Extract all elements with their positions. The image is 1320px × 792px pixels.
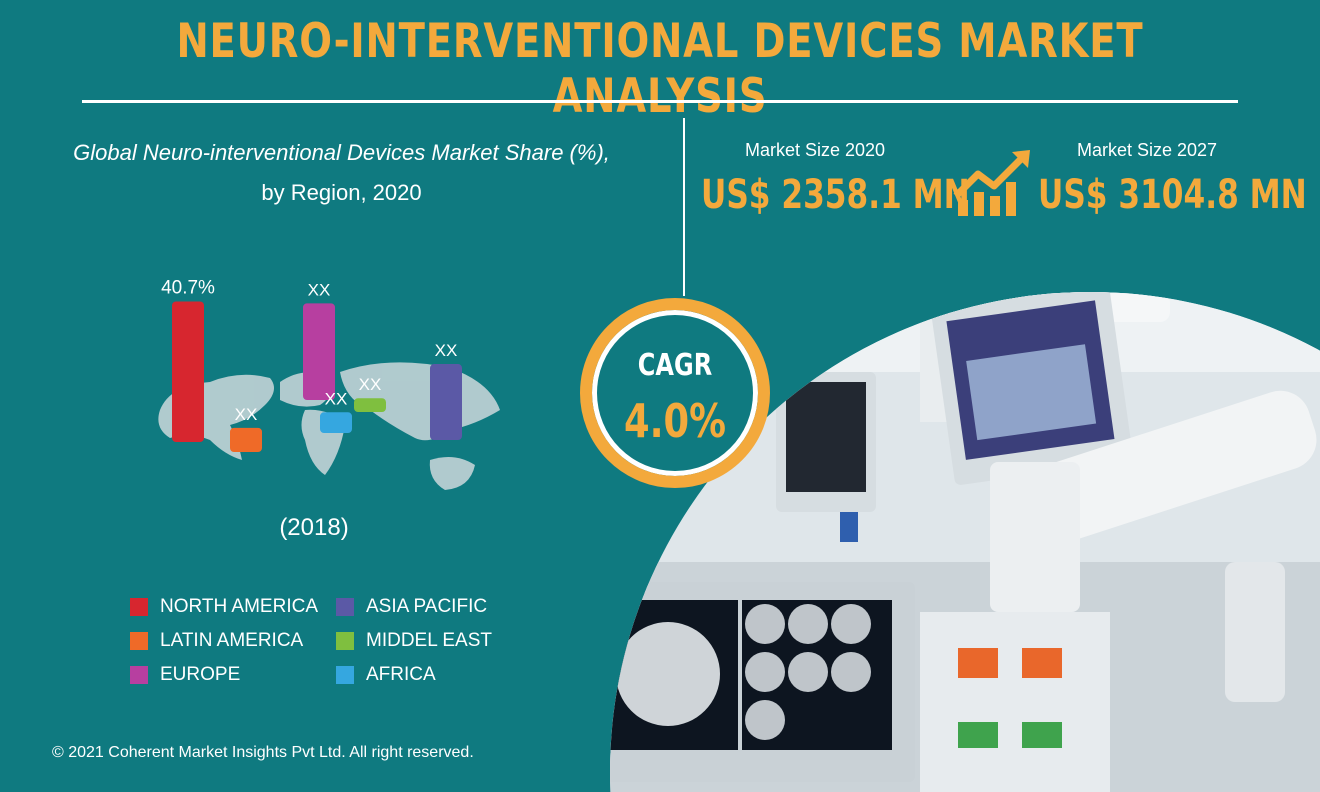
chart-subtitle-line1: Global Neuro-interventional Devices Mark…	[73, 140, 610, 165]
bar-north-america	[172, 301, 204, 442]
legend-label: ASIA PACIFIC	[366, 596, 488, 617]
legend-swatch	[130, 666, 148, 684]
bar-value-label: 40.7%	[161, 277, 215, 298]
market-size-2027-label: Market Size 2027	[1077, 140, 1218, 160]
bar-latin-america	[230, 427, 262, 452]
copyright-notice: © 2021 Coherent Market Insights Pvt Ltd.…	[52, 744, 474, 761]
legend-label: MIDDEL EAST	[366, 630, 492, 651]
bar-labels: 40.7% XX XX XX XX XX	[161, 277, 457, 423]
bar-asia-pacific	[430, 364, 462, 440]
legend-label: EUROPE	[160, 664, 241, 685]
chart-subtitle-line2: by Region, 2020	[261, 180, 422, 205]
vertical-divider	[683, 118, 685, 296]
legend-swatch	[130, 632, 148, 650]
legend-swatch	[336, 632, 354, 650]
bar-value-label: XX	[435, 341, 458, 360]
cagr-label: CAGR	[637, 348, 713, 383]
cagr-value: 4.0%	[623, 394, 727, 448]
bar-europe	[303, 303, 335, 400]
cagr-badge: CAGR 4.0%	[580, 298, 770, 488]
bar-value-label: XX	[235, 405, 258, 424]
market-size-2020-value: US$ 2358.1 MN	[701, 172, 970, 218]
legend-label: AFRICA	[366, 664, 436, 685]
legend-swatch	[336, 666, 354, 684]
chart-year-note: (2018)	[279, 514, 349, 541]
bars	[172, 301, 462, 452]
growth-chart-arrow-icon	[953, 150, 1030, 216]
bar-middel-east	[354, 398, 386, 412]
legend-swatch	[130, 598, 148, 616]
bar-value-label: XX	[325, 389, 348, 408]
bar-value-label: XX	[308, 280, 331, 299]
bar-value-label: XX	[359, 375, 382, 394]
market-size-2020-label: Market Size 2020	[745, 140, 886, 160]
region-share-bar-chart: 40.7% XX XX XX XX XX	[158, 277, 500, 490]
title-divider	[82, 100, 1238, 103]
legend-label: NORTH AMERICA	[160, 596, 319, 617]
legend-swatch	[336, 598, 354, 616]
market-size-2027-value: US$ 3104.8 MN	[1038, 172, 1307, 218]
legend-label: LATIN AMERICA	[160, 630, 304, 651]
page-title: NEURO-INTERVENTIONAL DEVICES MARKET ANAL…	[176, 14, 1144, 124]
bar-africa	[320, 412, 352, 433]
